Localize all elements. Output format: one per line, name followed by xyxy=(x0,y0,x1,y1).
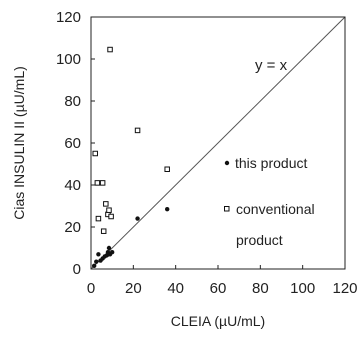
y-axis-title: Cias INSULIN II (µU/mL) xyxy=(11,66,27,220)
point-conventional-product xyxy=(92,150,98,157)
point-this-product xyxy=(165,206,170,212)
point-conventional-product xyxy=(103,201,109,207)
point-conventional-product xyxy=(108,213,114,220)
legend-label-conventional-product-line2: product xyxy=(236,232,283,248)
point-conventional-product xyxy=(164,166,170,172)
x-tick-label: 20 xyxy=(125,280,142,297)
y-tick-label: 60 xyxy=(64,135,81,152)
point-this-product xyxy=(106,245,112,251)
point-conventional-product xyxy=(99,180,106,186)
x-axis-title: CLEIA (µU/mL) xyxy=(171,313,265,329)
legend-label-this-product: this product xyxy=(235,155,307,171)
point-conventional-product xyxy=(106,207,112,213)
identity-line-label: y = x xyxy=(255,57,288,74)
x-tick-label: 120 xyxy=(332,280,357,297)
y-tick-label: 20 xyxy=(64,219,81,236)
point-conventional-product xyxy=(94,180,101,186)
x-axis-ticks: 0 20 40 60 80 100 120 xyxy=(87,265,358,297)
point-this-product xyxy=(96,252,101,257)
y-tick-label: 40 xyxy=(64,177,81,194)
legend-marker-this-product xyxy=(224,160,230,166)
x-tick-label: 60 xyxy=(210,280,227,297)
x-tick-label: 80 xyxy=(252,280,269,297)
point-this-product xyxy=(91,263,97,269)
x-tick-label: 100 xyxy=(290,280,315,297)
point-conventional-product xyxy=(107,46,113,53)
y-tick-label: 80 xyxy=(64,93,81,110)
legend-marker-conventional-product xyxy=(224,206,230,212)
x-tick-label: 0 xyxy=(87,280,95,297)
point-conventional-product xyxy=(95,215,102,222)
y-axis-ticks: 0 20 40 60 80 100 120 xyxy=(56,9,95,278)
data-points xyxy=(91,46,170,269)
y-tick-label: 100 xyxy=(56,51,81,68)
legend-label-conventional-product-line1: conventional xyxy=(236,201,315,217)
plot-frame xyxy=(90,16,346,270)
x-tick-label: 40 xyxy=(167,280,184,297)
legend: this product conventional product xyxy=(224,155,315,248)
point-conventional-product xyxy=(134,127,141,134)
point-this-product xyxy=(135,216,140,221)
point-conventional-product xyxy=(100,228,107,234)
identity-line xyxy=(90,16,346,270)
point-this-product xyxy=(94,259,99,264)
point-this-product xyxy=(109,250,115,255)
y-tick-label: 120 xyxy=(56,9,81,26)
y-tick-label: 0 xyxy=(73,261,81,278)
